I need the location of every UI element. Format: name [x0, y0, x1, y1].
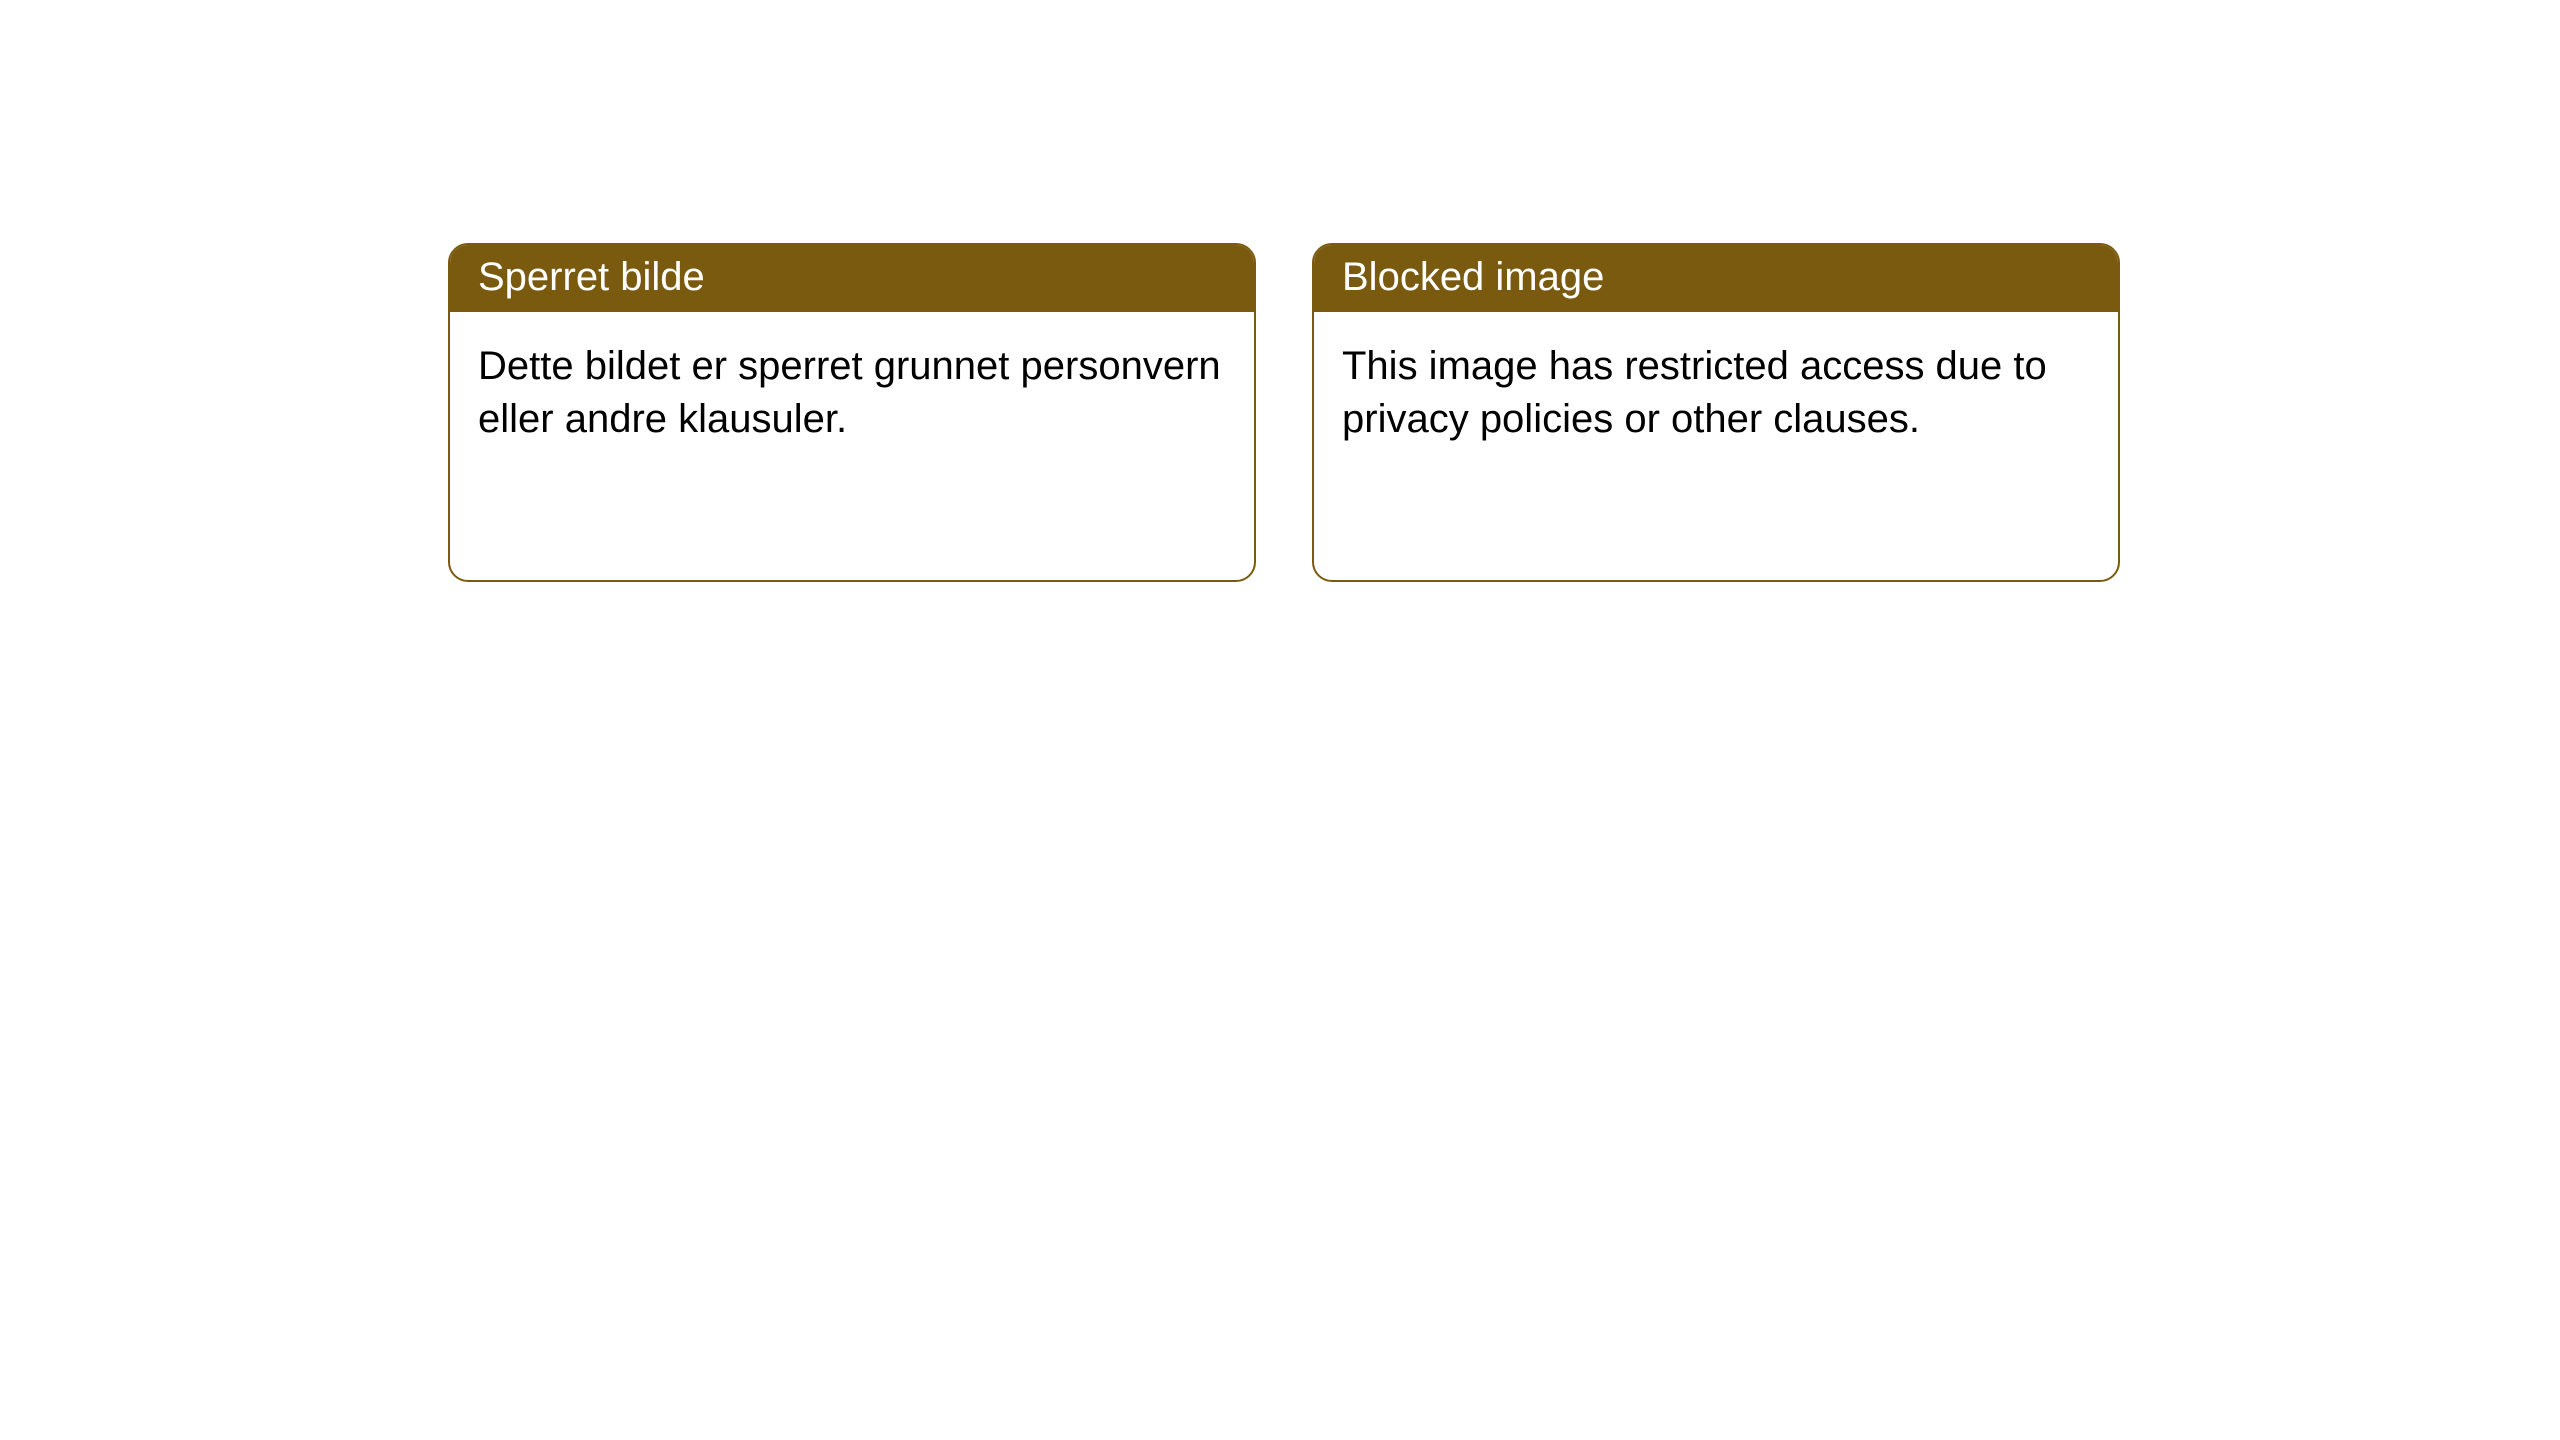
notice-container: Sperret bilde Dette bildet er sperret gr…: [0, 0, 2560, 582]
notice-title-english: Blocked image: [1314, 245, 2118, 312]
notice-box-norwegian: Sperret bilde Dette bildet er sperret gr…: [448, 243, 1256, 582]
notice-box-english: Blocked image This image has restricted …: [1312, 243, 2120, 582]
notice-title-norwegian: Sperret bilde: [450, 245, 1254, 312]
notice-body-english: This image has restricted access due to …: [1314, 312, 2118, 474]
notice-body-norwegian: Dette bildet er sperret grunnet personve…: [450, 312, 1254, 474]
